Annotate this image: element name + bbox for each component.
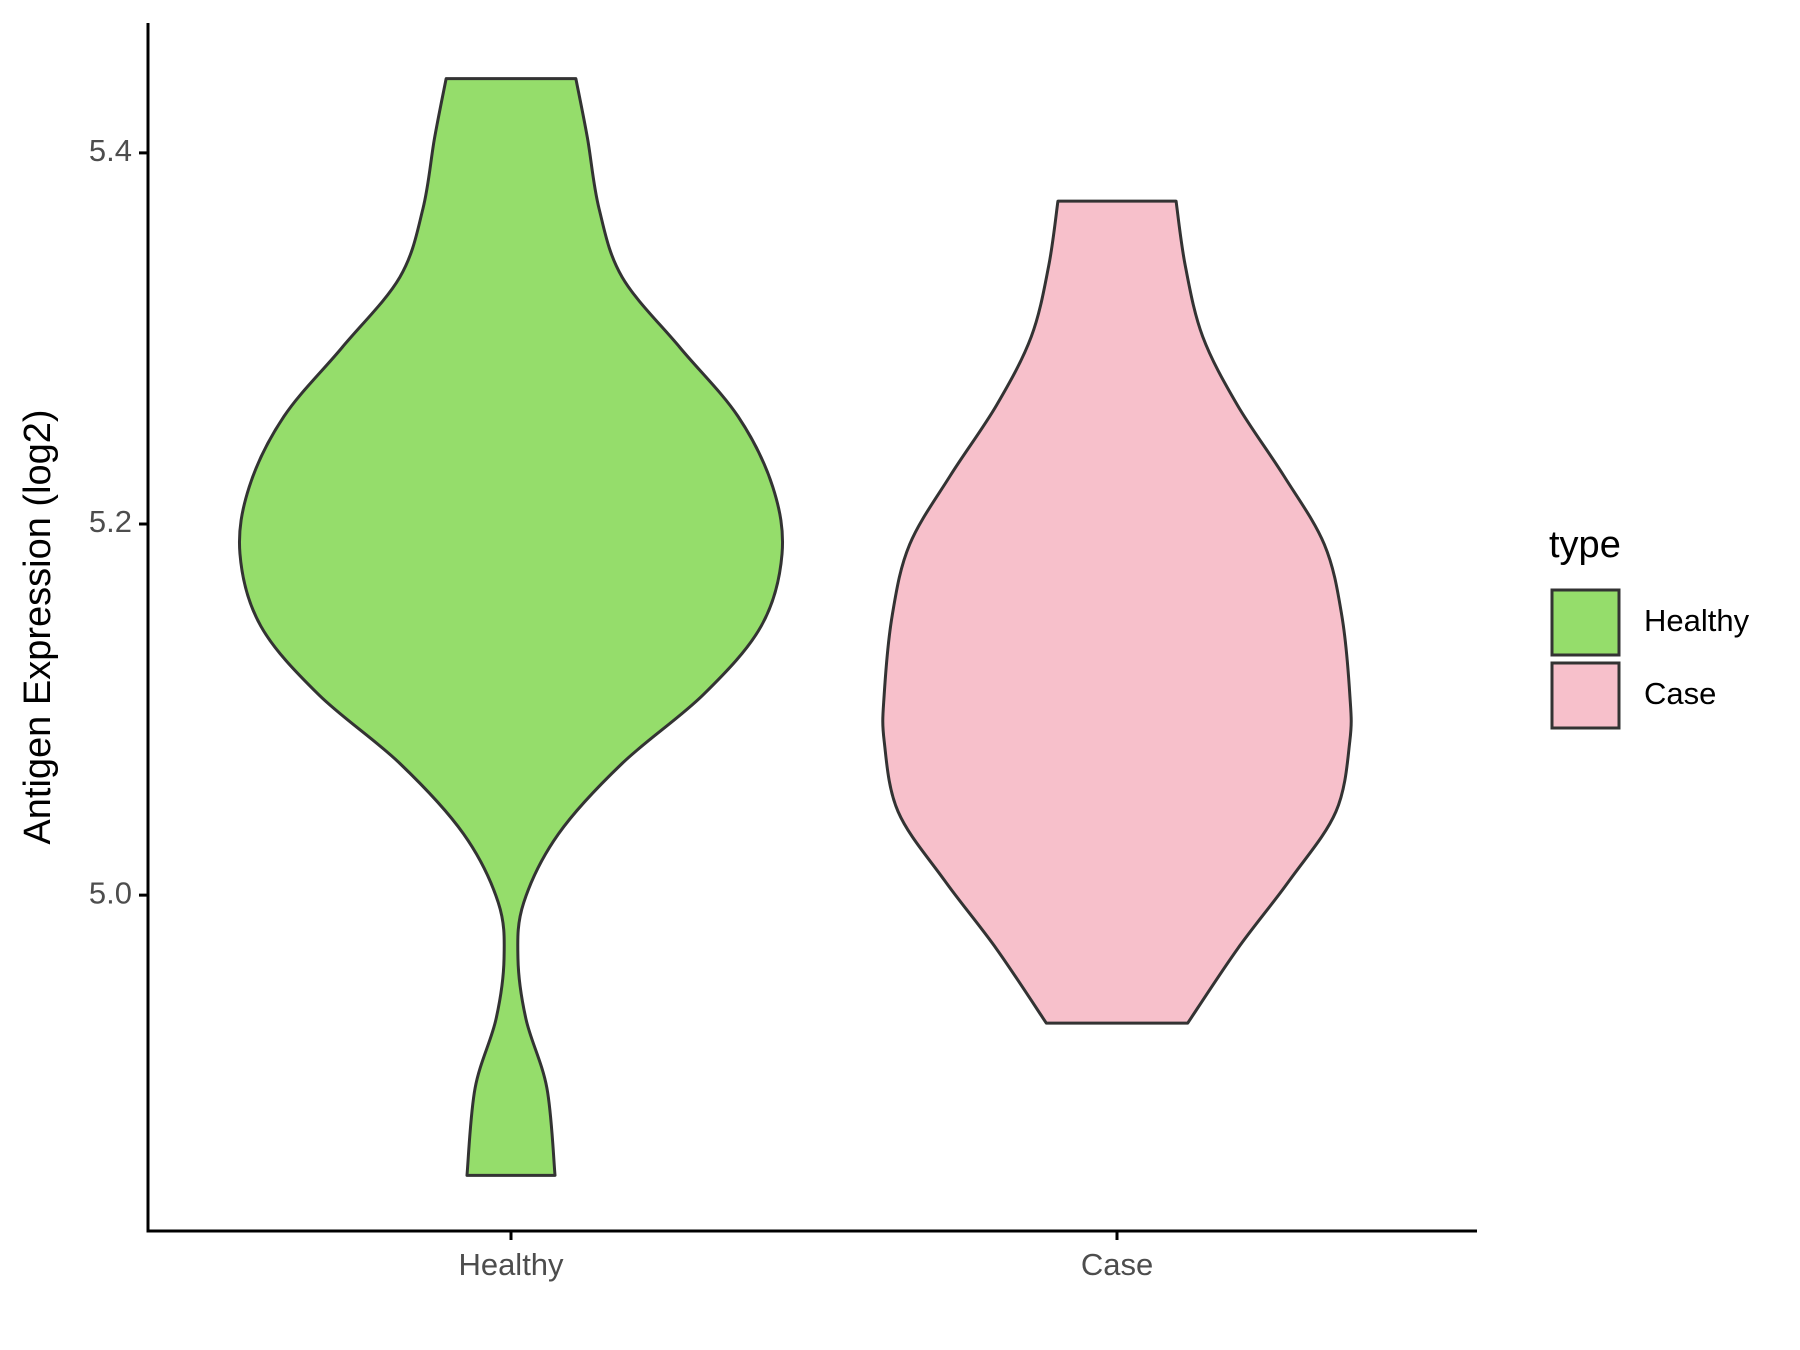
violin bbox=[881, 199, 1353, 1025]
y-tick-label: 5.2 bbox=[89, 504, 132, 539]
legend-label: Case bbox=[1644, 676, 1716, 711]
legend-label: Healthy bbox=[1644, 603, 1750, 638]
legend-title: type bbox=[1549, 524, 1621, 566]
y-tick-label: 5.4 bbox=[89, 133, 132, 168]
y-tick-label: 5.0 bbox=[89, 875, 132, 910]
x-tick-label: Case bbox=[1081, 1247, 1153, 1282]
x-tick-label: Healthy bbox=[458, 1247, 564, 1282]
violin bbox=[238, 77, 784, 1177]
legend-key bbox=[1550, 588, 1621, 657]
y-axis-label: Antigen Expression (log2) bbox=[17, 409, 59, 844]
legend-key bbox=[1550, 661, 1621, 730]
